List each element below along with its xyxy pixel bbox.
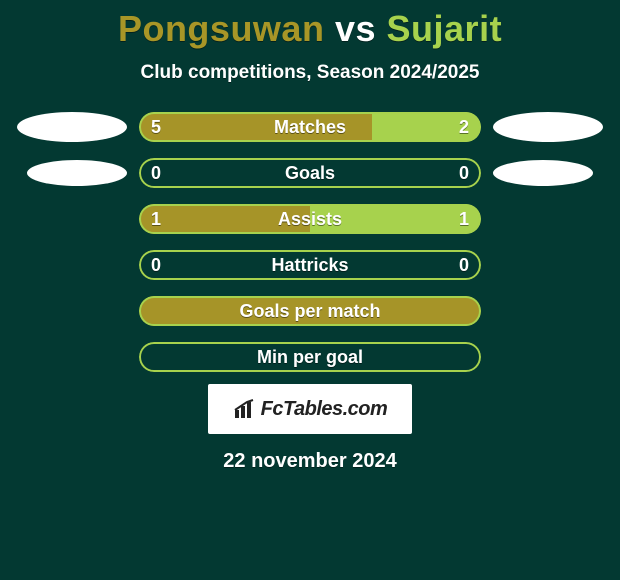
- page-title: Pongsuwan vs Sujarit: [0, 0, 620, 50]
- stat-value-left: 1: [151, 209, 161, 230]
- stat-value-right: 1: [459, 209, 469, 230]
- stat-row: Goals per match: [0, 296, 620, 326]
- stats-container: 52Matches00Goals11Assists00HattricksGoal…: [0, 112, 620, 372]
- stat-bar: 52Matches: [139, 112, 481, 142]
- date-text: 22 november 2024: [0, 450, 620, 473]
- title-vs: vs: [335, 8, 376, 49]
- stat-value-right: 0: [459, 163, 469, 184]
- bar-border: [139, 342, 481, 372]
- stat-value-left: 0: [151, 163, 161, 184]
- stat-label: Goals: [139, 163, 481, 184]
- spacer: [493, 296, 603, 326]
- spacer: [493, 250, 603, 280]
- stat-label: Hattricks: [139, 255, 481, 276]
- stat-value-right: 2: [459, 117, 469, 138]
- stat-row: Min per goal: [0, 342, 620, 372]
- stat-bar: Goals per match: [139, 296, 481, 326]
- spacer: [493, 342, 603, 372]
- stat-row: 0 0Goals: [0, 158, 620, 188]
- stat-label: Min per goal: [139, 347, 481, 368]
- player1-marker: [17, 112, 127, 142]
- stat-value-left: 0: [151, 255, 161, 276]
- stat-value-right: 0: [459, 255, 469, 276]
- player2-marker: [493, 112, 603, 142]
- spacer: [17, 250, 127, 280]
- stat-bar: 11Assists: [139, 204, 481, 234]
- bar-fill-left: [139, 204, 310, 234]
- stat-row: 0 0Hattricks: [0, 250, 620, 280]
- spacer: [17, 342, 127, 372]
- spacer: [17, 296, 127, 326]
- stat-row: 11Assists: [0, 204, 620, 234]
- spacer: [493, 204, 603, 234]
- stat-value-left: 5: [151, 117, 161, 138]
- title-player2: Sujarit: [387, 8, 503, 49]
- chart-icon: [233, 398, 259, 420]
- spacer: [17, 204, 127, 234]
- player1-marker: [27, 160, 127, 186]
- bar-border: [139, 250, 481, 280]
- stat-bar: 0 0Goals: [139, 158, 481, 188]
- subtitle: Club competitions, Season 2024/2025: [0, 62, 620, 84]
- logo-text: FcTables.com: [261, 398, 388, 421]
- stat-row: 52Matches: [0, 112, 620, 142]
- bar-border: [139, 158, 481, 188]
- bar-fill-right: [310, 204, 481, 234]
- bar-fill-left: [139, 296, 481, 326]
- stat-bar: Min per goal: [139, 342, 481, 372]
- player2-marker: [493, 160, 593, 186]
- bar-fill-left: [139, 112, 372, 142]
- fctables-logo: FcTables.com: [208, 384, 412, 434]
- stat-bar: 0 0Hattricks: [139, 250, 481, 280]
- title-player1: Pongsuwan: [118, 8, 325, 49]
